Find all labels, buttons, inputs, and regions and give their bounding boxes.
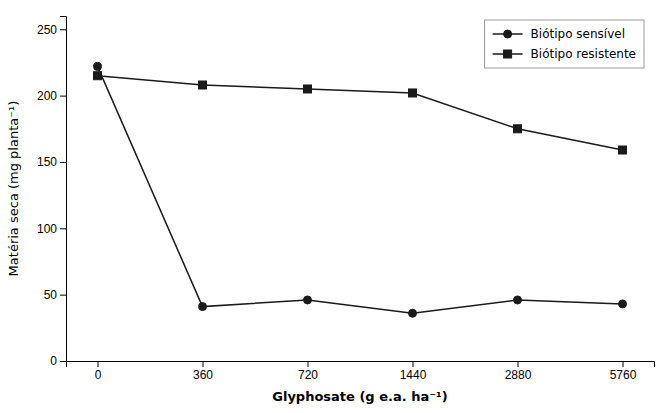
y-tick-mark [60,361,66,362]
x-tick: 5760 [610,361,637,382]
y-tick: 50 [44,288,66,302]
chart: 0 360 720 1440 2880 5760 0 50 100 150 200 250 Biótip… [0,0,672,413]
plot: 0 360 720 1440 2880 5760 0 50 100 150 200 250 Biótip… [37,17,655,382]
point [619,146,627,154]
y-tick: 250 [37,23,66,37]
line [98,76,623,150]
x-tick: 720 [298,361,318,382]
x-axis-title: Glyphosate (g e.a. ha⁻¹) [272,389,447,404]
legend-label: Biótipo resistente [531,47,636,61]
x-tick: 360 [193,361,213,382]
series [94,72,627,154]
series [94,62,627,317]
y-tick-mark [60,29,66,30]
point [304,296,312,304]
y-axis: 0 50 100 150 200 250 [37,17,67,369]
y-axis-title: Matéria seca (mg planta⁻¹) [6,101,21,277]
x-tick: 1440 [400,361,427,382]
x-tick-mark [413,361,414,367]
x-tick-mark [308,361,309,367]
point [94,72,102,80]
legend-label: Biótipo sensível [531,27,625,41]
y-axis-line [60,17,67,362]
legend-item: Biótipo resistente [493,47,636,61]
legend-marker [504,30,512,38]
legend: Biótipo sensível Biótipo resistente [485,20,644,68]
x-tick-label: 0 [95,368,102,382]
point [409,309,417,317]
y-tick-mark [60,295,66,296]
x-tick-mark [203,361,204,367]
x-tick-label: 2880 [505,368,532,382]
y-tick-label: 0 [50,354,57,368]
legend-item: Biótipo sensível [493,27,625,41]
point [94,62,102,70]
y-tick-mark [60,228,66,229]
x-tick-mark [98,361,99,367]
point [514,296,522,304]
x-axis: 0 360 720 1440 2880 5760 [67,361,655,382]
x-tick-label: 1440 [400,368,427,382]
x-tick-label: 360 [193,368,213,382]
x-tick-mark [518,361,519,367]
point [619,300,627,308]
y-tick-mark [60,162,66,163]
y-tick-label: 100 [37,222,57,236]
point [409,89,417,97]
y-tick: 150 [37,155,66,169]
point [199,303,207,311]
y-tick: 100 [37,222,66,236]
marks [94,62,627,317]
legend-frame [485,20,644,68]
y-tick-label: 250 [37,23,57,37]
y-tick-label: 200 [37,89,57,103]
x-tick-mark [623,361,624,367]
x-tick: 2880 [505,361,532,382]
y-tick-label: 150 [37,155,57,169]
x-axis-line [67,362,655,368]
legend-marker [504,50,512,58]
point [514,125,522,133]
x-tick-label: 5760 [610,368,637,382]
point [304,85,312,93]
y-tick: 200 [37,89,66,103]
x-tick: 0 [95,361,102,382]
point [199,81,207,89]
x-tick-label: 720 [298,368,318,382]
y-tick-label: 50 [44,288,58,302]
line [98,66,623,313]
y-tick-mark [60,96,66,97]
y-tick: 0 [50,354,66,368]
